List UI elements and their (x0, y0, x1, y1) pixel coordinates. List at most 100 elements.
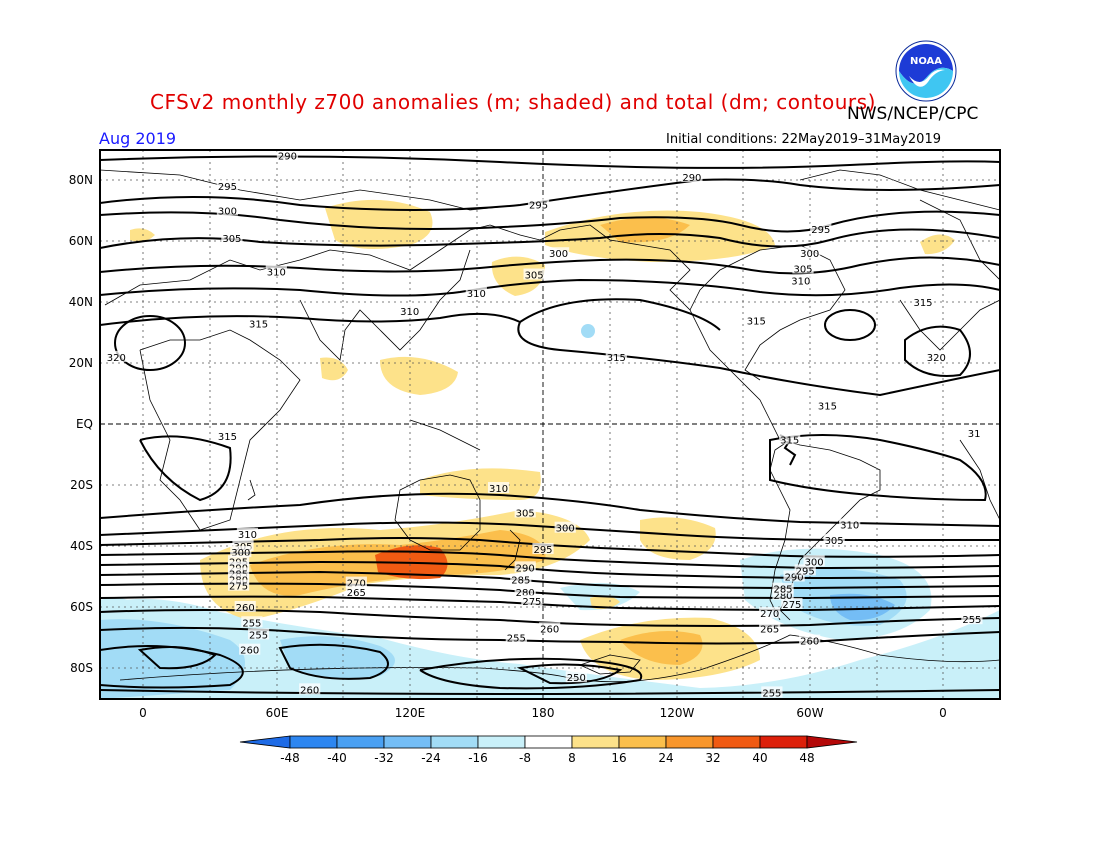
contour-label: 260 (540, 624, 559, 635)
colorbar-tick-label: 24 (658, 751, 673, 765)
contour-label: 260 (800, 637, 819, 648)
contour-label-bg (227, 579, 250, 591)
contour-label: 310 (400, 307, 419, 318)
contour-label-bg (247, 317, 270, 329)
contour-label-bg (772, 588, 794, 600)
noaa-logo-icon: NOAA (895, 40, 957, 102)
contour-label-bg (759, 622, 781, 634)
contour-label: 320 (927, 353, 946, 364)
contour-label: 300 (218, 207, 237, 218)
lon-label-0-left: 0 (139, 706, 147, 720)
colorbar-segment (571, 735, 620, 749)
contour-label-bg (276, 150, 299, 161)
map-title: CFSv2 monthly z700 anomalies (m; shaded)… (150, 90, 876, 114)
contour-label-bg (216, 180, 239, 192)
colorbar-segment (383, 735, 432, 749)
contour-label-bg (565, 671, 587, 683)
contour-label: 300 (800, 249, 819, 260)
contour-label: 315 (218, 432, 237, 443)
colorbar-segment (289, 735, 338, 749)
colorbar-tick-label: -48 (280, 751, 300, 765)
longitude-axis: 0 60E 120E 180 120W 60W 0 (139, 706, 947, 720)
contour-label-bg (816, 399, 839, 411)
contour-label-bg (799, 634, 821, 646)
contour-label-bg (227, 573, 250, 585)
contour-label: 310 (791, 277, 810, 288)
contour-label-bg (539, 622, 561, 634)
colorbar-tick-label: 48 (799, 751, 814, 765)
contour-label: 295 (529, 200, 548, 211)
contour-label: 305 (825, 536, 844, 547)
contour-label: 305 (793, 264, 812, 275)
contour-label-bg (105, 350, 127, 362)
contour-label-bg (794, 564, 816, 576)
contour-label-bg (465, 286, 487, 298)
contour-label: 275 (229, 582, 248, 593)
map-frame (99, 149, 1001, 700)
contour-label-bg (230, 546, 252, 558)
contour-label-bg (605, 350, 627, 362)
contour-label-bg (505, 631, 527, 643)
contour-label-bg (239, 643, 261, 655)
contour-label: 255 (249, 630, 268, 641)
colorbar-tick-label: -16 (468, 751, 488, 765)
contour-label: 315 (818, 402, 837, 413)
contour-label: 310 (489, 484, 508, 495)
contour-label: 260 (300, 685, 319, 696)
valid-period: Aug 2019 (99, 129, 177, 148)
contour-label-bg (745, 314, 767, 326)
contour-label-bg (510, 573, 532, 585)
lat-lon-grid (100, 150, 1000, 699)
contour-label-bg (810, 222, 832, 234)
contour-label-bg (514, 585, 536, 597)
contour-label-bg (345, 585, 367, 597)
map-area: 290 295 300 305 310 315 320 310 310 305 300 295 290 2… (100, 150, 1000, 699)
contour-label: 275 (522, 597, 541, 608)
contour-label-bg (247, 628, 270, 640)
agency-label: NWS/NCEP/CPC (847, 104, 979, 124)
colorbar-tick-label: -40 (327, 751, 347, 765)
contour-label-bg (216, 204, 239, 216)
contour-label: 280 (516, 588, 535, 599)
contour-label: 305 (222, 234, 241, 245)
contour-label: 270 (760, 609, 779, 620)
contour-label: 265 (760, 624, 779, 635)
contour-label-bg (761, 686, 783, 698)
contour-label-bg (521, 594, 543, 606)
lat-label-80n: 80N (69, 173, 93, 187)
contour-label: 315 (607, 353, 626, 364)
colorbar-right-arrow (806, 735, 858, 749)
contour-label-bg (966, 427, 982, 439)
contour-label: 290 (682, 173, 701, 184)
lon-label-60w: 60W (796, 706, 823, 720)
contour-label: 290 (278, 152, 297, 163)
contour-label: 320 (107, 353, 126, 364)
contour-label-bg (790, 274, 812, 286)
contour-label-bg (399, 305, 421, 317)
contour-label-bg (234, 601, 256, 612)
lat-label-60n: 60N (69, 234, 93, 248)
contour-label: 295 (811, 225, 830, 236)
contour-label-bg (216, 430, 239, 442)
colorbar-segment (524, 735, 573, 749)
contour-label-bg (925, 350, 947, 362)
contour-label-bg (265, 265, 287, 277)
colorbar-segment (430, 735, 479, 749)
contour-label: 290 (516, 563, 535, 574)
contour-label-bg (345, 576, 367, 588)
contour-label: 310 (267, 268, 286, 279)
contour-label: 305 (525, 271, 544, 282)
contour-label-bg (779, 433, 801, 445)
lon-label-120w: 120W (660, 706, 695, 720)
contour-label-bg (221, 231, 243, 243)
contour-label-bg (781, 597, 803, 609)
noaa-logo-text: NOAA (910, 56, 942, 67)
contour-label-bg (554, 521, 576, 533)
lon-label-0-right: 0 (939, 706, 947, 720)
colorbar-segment (759, 735, 808, 749)
contour-label-bg (227, 555, 250, 567)
contour-label: 300 (231, 548, 250, 559)
contour-label-bg (299, 683, 321, 695)
contour-label-bg (532, 543, 554, 555)
